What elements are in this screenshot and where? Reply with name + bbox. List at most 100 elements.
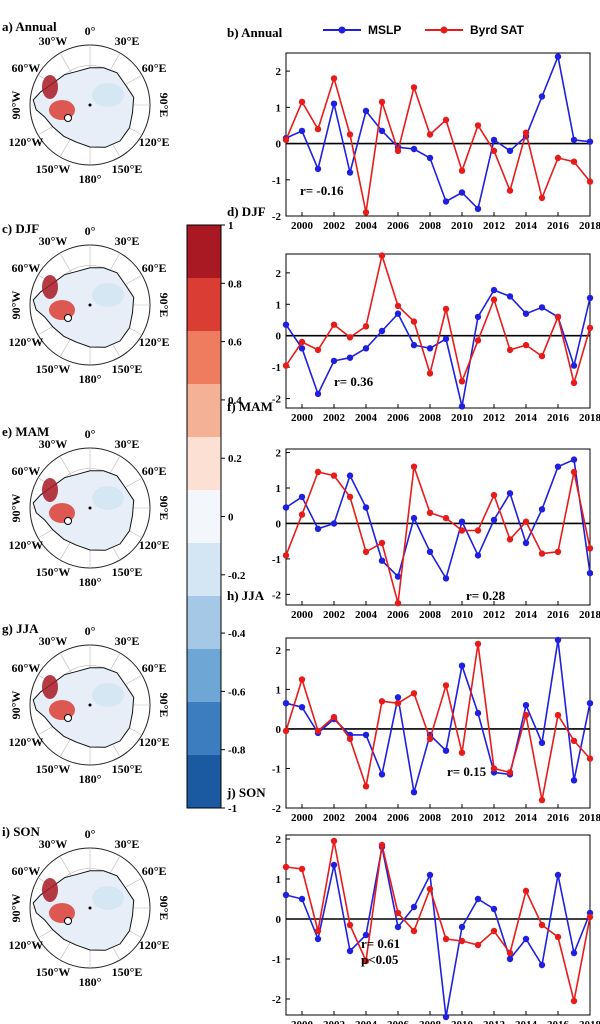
map-degree-label: 30°E <box>115 34 140 48</box>
data-point <box>570 362 578 369</box>
x-tick-label: 2010 <box>451 412 474 424</box>
series-line <box>285 846 591 1018</box>
data-point <box>506 949 514 957</box>
data-point <box>426 885 434 893</box>
data-point <box>506 187 514 194</box>
data-point <box>394 694 402 701</box>
data-point <box>426 131 434 138</box>
colorbar-swatch <box>187 543 221 596</box>
map-degree-label: 120°W <box>8 135 43 149</box>
data-point <box>458 378 466 385</box>
data-point <box>314 165 322 173</box>
map-degree-label: 0° <box>85 427 96 441</box>
y-tick-label: -1 <box>272 362 281 374</box>
data-point <box>282 136 290 144</box>
plot-frame <box>285 253 591 409</box>
data-point <box>554 871 562 879</box>
map-panel: c) DJF 0° 30°E60°E 90°E 120°E 150°E 180° 150°W 1… <box>2 221 171 386</box>
data-point <box>554 933 562 941</box>
timeseries-panel: f) MAM -2 -1 0 1 2 2000 2002 2004 2006 2008 2010 201… <box>227 399 600 621</box>
map-panel: g) JJA 0° 30°E60°E 90°E 120°E 150°E 180° 150°W 1… <box>2 621 171 786</box>
colorbar: 1 0.8 0.6 0.4 0.2 0 -0.2 -0.4 -0.6 -0.8 -1 <box>186 220 246 815</box>
data-point <box>346 354 354 361</box>
data-point <box>298 98 306 106</box>
map-degree-label: 150°E <box>112 965 143 979</box>
data-point <box>426 735 434 742</box>
data-point <box>394 147 402 154</box>
map-panel-label: a) Annual <box>2 19 57 34</box>
y-tick-label: 2 <box>276 66 282 78</box>
panel-title: b) Annual <box>227 25 283 40</box>
data-point <box>474 313 482 321</box>
y-tick-label: 1 <box>276 684 282 696</box>
data-point <box>426 548 434 555</box>
colorbar-tick-label: 0.2 <box>228 453 242 465</box>
data-point <box>346 735 354 742</box>
colorbar-swatch <box>187 225 221 278</box>
panel-title: f) MAM <box>227 399 273 414</box>
y-tick-label: -1 <box>272 763 281 775</box>
data-point <box>458 923 466 931</box>
byrd-station-marker <box>64 314 72 322</box>
map-degree-label: 90°E <box>157 93 171 118</box>
data-point <box>458 189 466 196</box>
data-point <box>442 935 450 943</box>
timeseries-panel: h) JJA -2 -1 0 1 2 2000 2002 2004 2006 2008 2010 201… <box>227 588 600 824</box>
x-tick-label: 2008 <box>419 220 442 232</box>
map-degree-label: 30°E <box>115 437 140 451</box>
map-degree-label: 60°E <box>142 864 167 878</box>
x-tick-label: 2014 <box>515 609 538 621</box>
data-point <box>426 345 434 352</box>
map-degree-label: 30°E <box>115 837 140 851</box>
data-point <box>554 313 562 321</box>
map-degree-label: 180° <box>79 975 102 989</box>
data-point <box>346 921 354 929</box>
correlation-region-east <box>92 683 124 707</box>
x-tick-label: 2004 <box>355 412 378 424</box>
data-point <box>538 506 546 513</box>
series-line <box>285 643 591 801</box>
map-degree-label: 120°E <box>139 538 170 552</box>
data-point <box>298 676 306 683</box>
x-tick-label: 2014 <box>515 812 538 824</box>
data-point <box>298 493 306 501</box>
x-tick-label: 2016 <box>547 812 570 824</box>
correlation-region-peninsula <box>42 75 58 99</box>
y-tick-label: -2 <box>272 994 282 1006</box>
data-point <box>362 107 370 115</box>
correlation-region-peninsula <box>42 275 58 299</box>
colorbar-tick-label: 0 <box>228 512 234 524</box>
map-panels: a) Annual 0°30°E60°E90°E120°E150°E180°150… <box>2 19 171 989</box>
data-point <box>474 895 482 903</box>
data-point <box>362 731 370 739</box>
data-point <box>538 961 546 969</box>
data-point <box>506 769 514 776</box>
map-degree-label: 60°E <box>142 261 167 275</box>
data-point <box>490 296 498 303</box>
data-point <box>538 739 546 746</box>
data-point <box>506 147 514 154</box>
data-point <box>410 318 418 325</box>
data-point <box>586 569 594 577</box>
map-degree-label: 150°W <box>36 565 71 579</box>
map-degree-label: 180° <box>79 575 102 589</box>
data-point <box>282 321 290 328</box>
correlation-region-east <box>92 886 124 910</box>
x-tick-label: 2002 <box>323 609 346 621</box>
colorbar-swatch <box>187 331 221 384</box>
data-point <box>410 84 418 91</box>
map-degree-label: 90°E <box>157 693 171 718</box>
x-tick-label: 2012 <box>483 412 506 424</box>
data-point <box>506 955 514 963</box>
data-point <box>298 127 306 135</box>
correlation-annotation: r= 0.15 <box>447 764 487 779</box>
data-point <box>410 514 418 522</box>
y-tick-label: -1 <box>272 175 281 187</box>
map-degree-label: 30°W <box>39 34 68 48</box>
x-tick-label: 2006 <box>387 412 410 424</box>
plot-frame <box>285 448 591 606</box>
map-panel-label: g) JJA <box>2 621 39 636</box>
data-point <box>458 937 466 945</box>
series-line <box>285 840 591 1002</box>
data-point <box>570 456 578 463</box>
